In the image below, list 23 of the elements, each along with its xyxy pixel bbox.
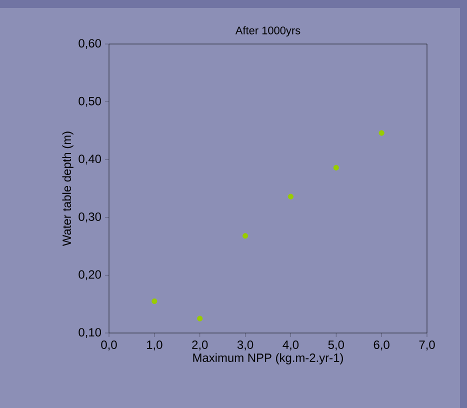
point xyxy=(242,233,248,239)
y-tick-label: 0,20 xyxy=(78,270,102,280)
y-tick-label: 0,40 xyxy=(78,154,102,165)
y-tick-label: 0,60 xyxy=(78,39,102,49)
x-tick-label: 3,0 xyxy=(237,340,254,350)
y-tick-label: 0,30 xyxy=(78,212,102,222)
y-tick-label: 0,50 xyxy=(78,96,102,107)
point xyxy=(333,164,339,170)
x-tick-label: 5,0 xyxy=(328,340,344,350)
y-axis-title: Water table depth (m) xyxy=(62,132,74,246)
x-tick-label: 0,0 xyxy=(101,340,117,350)
point xyxy=(152,298,158,304)
x-tick-label: 2,0 xyxy=(192,340,208,350)
x-tick-label: 6,0 xyxy=(374,340,390,350)
chart-title: After 1000yrs xyxy=(235,26,300,36)
x-tick-label: 1,0 xyxy=(147,340,162,350)
point xyxy=(288,194,294,200)
point xyxy=(197,316,203,322)
x-tick-label: 4,0 xyxy=(282,340,299,350)
point xyxy=(378,130,384,136)
x-axis-title: Maximum NPP (kg.m-2.yr-1) xyxy=(193,353,343,364)
y-tick-label: 0,10 xyxy=(78,328,102,338)
x-tick-label: 7,0 xyxy=(419,340,435,350)
